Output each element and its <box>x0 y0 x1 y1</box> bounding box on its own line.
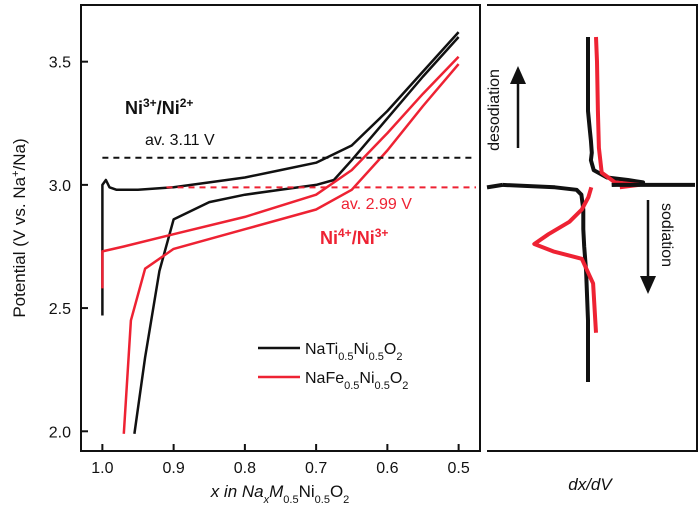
sodiation-arrowhead <box>640 276 656 294</box>
dxdv-red-anodic-curve <box>594 36 641 190</box>
y-axis-label-part1: Potential (V vs. Na <box>10 176 29 317</box>
left-series-layer <box>101 31 460 434</box>
right-series-layer <box>486 36 695 382</box>
x-axis-label-sub2: 0.5 <box>283 494 298 506</box>
desodiation-arrowhead <box>510 66 526 84</box>
ni4-ni3-label-asup: 4+ <box>338 226 352 240</box>
y-axis-label-sup: + <box>10 170 22 176</box>
legend-red-s2: 0.5 <box>375 380 390 392</box>
x-tick-label: 0.7 <box>305 460 327 477</box>
legend-black-p3: O <box>384 341 396 358</box>
dxdv-black-left-tail <box>486 182 503 190</box>
x-tick-label: 1.0 <box>91 460 113 477</box>
y-tick-label: 2.5 <box>49 301 71 318</box>
dxdv-black-cathodic-curve <box>502 182 590 382</box>
ni3-ni2-label-b: /Ni <box>157 98 180 118</box>
x-axis-label-sub3: 0.5 <box>315 494 330 506</box>
ni4-ni3-label-a: Ni <box>320 228 338 248</box>
x-axis-label-sub4: 2 <box>343 494 349 506</box>
legend-red-s3: 2 <box>402 380 408 392</box>
legend-black-s1: 0.5 <box>338 351 353 363</box>
series-black-discharge-line <box>133 36 460 434</box>
legend-black-s2: 0.5 <box>369 351 384 363</box>
x-tick-label: 0.5 <box>448 460 470 477</box>
y-tick-label: 3.5 <box>49 55 71 72</box>
x-axis-label-mid2: Ni <box>299 482 315 501</box>
series-red-discharge-line <box>122 63 460 434</box>
dxdv-red-cathodic-curve <box>532 186 598 333</box>
average-voltage-black: av. 3.11 V <box>145 132 215 149</box>
sodiation-label: sodiation <box>658 203 675 267</box>
ni3-ni2-label-asup: 3+ <box>143 96 157 110</box>
ni4-ni3-label: Ni4+/Ni3+ <box>320 226 388 248</box>
y-axis-label: Potential (V vs. Na+/Na) <box>10 138 29 317</box>
series-black-charge-line <box>101 31 460 316</box>
legend-black-p1: NaTi <box>305 341 338 358</box>
ni3-ni2-label-bsup: 2+ <box>180 96 194 110</box>
x-axis-label-main: x in Na <box>210 482 264 501</box>
legend-black-s3: 2 <box>396 351 402 363</box>
legend-red-p3: O <box>390 370 402 387</box>
y-tick-label: 2.0 <box>49 424 71 441</box>
left-axis-ticks: 1.0 0.9 0.8 0.7 0.6 0.5 2.0 2.5 3.0 3.5 <box>49 55 470 477</box>
x-tick-label: 0.6 <box>376 460 398 477</box>
x-axis-label-mid3: O <box>330 482 343 501</box>
right-plot-frame <box>487 4 698 452</box>
y-axis-label-part2: /Na) <box>10 138 29 170</box>
ni3-ni2-label: Ni3+/Ni2+ <box>125 96 193 118</box>
x-axis-label: x in NaxM0.5Ni0.5O2 <box>210 482 350 506</box>
legend-label-red: NaFe0.5Ni0.5O2 <box>305 370 408 392</box>
x-tick-label: 0.8 <box>234 460 256 477</box>
x-axis-label-mid1: M <box>269 482 284 501</box>
x-tick-label: 0.9 <box>163 460 185 477</box>
average-voltage-red: av. 2.99 V <box>341 196 412 213</box>
desodiation-label: desodiation <box>486 69 503 151</box>
dxdv-black-anodic-curve <box>586 37 646 187</box>
legend-red-p2: Ni <box>359 370 374 387</box>
ni4-ni3-label-bsup: 3+ <box>375 226 389 240</box>
ni4-ni3-label-b: /Ni <box>352 228 375 248</box>
legend-red-p1: NaFe <box>305 370 344 387</box>
x-axis-label-sub1: x <box>263 494 270 506</box>
legend-label-black: NaTi0.5Ni0.5O2 <box>305 341 402 363</box>
legend: NaTi0.5Ni0.5O2 NaFe0.5Ni0.5O2 <box>258 341 408 392</box>
ni3-ni2-label-a: Ni <box>125 98 143 118</box>
y-tick-label: 3.0 <box>49 178 71 195</box>
left-plot-frame <box>80 4 481 452</box>
legend-black-p2: Ni <box>353 341 368 358</box>
series-red-charge-line <box>101 55 460 289</box>
right-x-axis-label: dx/dV <box>568 475 613 494</box>
legend-red-s1: 0.5 <box>344 380 359 392</box>
